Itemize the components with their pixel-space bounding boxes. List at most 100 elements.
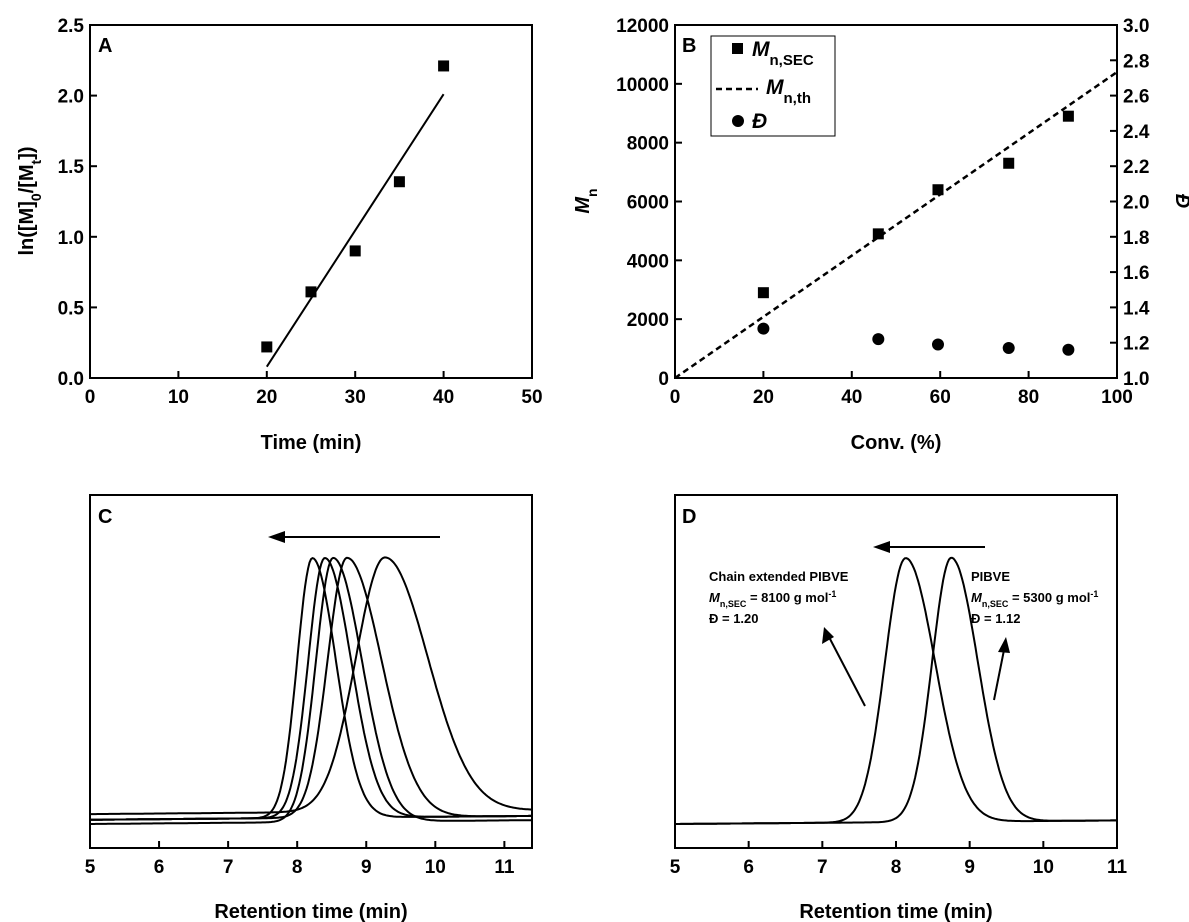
panel-b-y2-tick-label: 2.2	[1123, 157, 1149, 178]
panel-a-y-tick-label: 2.0	[58, 87, 84, 108]
panel-b-x-tick-label: 20	[753, 387, 774, 408]
panel-b: B 0 20 40 60 80 100 0 2000 4000 6000 8000 10000 120…	[572, 16, 1189, 454]
panel-b-y-ticks: 0 2000 4000 6000 8000 10000 12000	[616, 16, 682, 390]
panel-a-y-tick-label: 0.5	[58, 298, 85, 319]
panel-a: A 0 10 20 30 40 50 0.0 0.5 1.0 1.5 2.0 2.5 Time (m…	[16, 16, 543, 454]
panel-a-data-point	[261, 341, 273, 353]
panel-c-trace	[89, 556, 532, 821]
panel-b-y2-ticks: 1.0 1.2 1.4 1.6 1.8 2.0 2.2 2.4 2.6 2.8 3.0	[1110, 16, 1150, 390]
panel-d-data	[675, 556, 1117, 825]
panel-a-y-tick-label: 1.0	[58, 228, 84, 249]
panel-b-dispersity-point	[1062, 343, 1075, 356]
panel-b-y-tick-label: 10000	[616, 75, 669, 96]
panel-d-x-tick-label: 7	[817, 857, 828, 878]
panel-d-shift-arrow	[873, 541, 985, 553]
panel-a-label: A	[98, 35, 112, 57]
panel-b-dispersity-point	[931, 338, 944, 351]
panel-d-x-ticks: 5 6 7 8 9 10 11	[670, 841, 1128, 878]
panel-b-y2-tick-label: 1.0	[1123, 369, 1149, 390]
panel-c-x-tick-label: 10	[425, 857, 446, 878]
panel-b-mn-sec-point	[872, 228, 884, 240]
panel-d-trace	[675, 556, 1117, 825]
panel-b-mn-sec-point	[1062, 110, 1074, 122]
panel-b-y-tick-label: 4000	[627, 251, 669, 272]
panel-a-data-point	[393, 176, 405, 188]
legend-mn-th: Mn,th	[766, 76, 811, 107]
panel-a-data-point	[438, 60, 450, 72]
panel-b-y-tick-label: 12000	[616, 16, 669, 37]
panel-b-y2-tick-label: 2.0	[1123, 193, 1149, 214]
panel-d-x-tick-label: 5	[670, 857, 681, 878]
panel-a-x-tick-label: 10	[168, 387, 189, 408]
panel-a-data-point	[305, 286, 317, 298]
panel-a-x-tick-label: 0	[85, 387, 96, 408]
annotation-chain-extended-mn: Mn,SEC = 8100 g mol-1	[709, 589, 836, 609]
panel-b-dispersity-point	[757, 322, 770, 335]
panel-b-x-tick-label: 40	[841, 387, 862, 408]
panel-a-y-axis-label: ln([M]0/[Mt])	[16, 146, 44, 255]
panel-c-label: C	[98, 506, 112, 528]
annotation-chain-extended-dispersity: Đ = 1.20	[709, 611, 759, 626]
panel-a-y-ticks: 0.0 0.5 1.0 1.5 2.0 2.5	[58, 16, 97, 390]
panel-a-y-tick-label: 0.0	[58, 369, 84, 390]
panel-c-trace	[90, 556, 532, 825]
panel-b-dispersity-point	[1002, 341, 1015, 354]
panel-a-x-ticks: 0 10 20 30 40 50	[85, 371, 543, 408]
panel-b-x-tick-label: 0	[670, 387, 681, 408]
panel-d-x-tick-label: 6	[743, 857, 754, 878]
panel-a-x-tick-label: 50	[521, 387, 542, 408]
annotation-pibve-mn: Mn,SEC = 5300 g mol-1	[971, 589, 1098, 609]
panel-b-y2-tick-label: 2.6	[1123, 87, 1149, 108]
panel-d: D 5 6 7 8 9 10 11 Retention time (min) Chain e…	[670, 494, 1128, 922]
panel-c-x-tick-label: 7	[223, 857, 234, 878]
panel-a-y-tick-label: 1.5	[58, 157, 85, 178]
panel-a-frame	[89, 24, 533, 379]
panel-c-trace	[89, 556, 532, 821]
panel-b-y2-tick-label: 2.8	[1123, 51, 1149, 72]
panel-d-x-axis-label: Retention time (min)	[799, 901, 992, 922]
panel-c: C 5 6 7 8 9 10 11 Retention time (min)	[85, 494, 533, 922]
panel-b-y2-tick-label: 1.2	[1123, 334, 1149, 355]
panel-a-x-tick-label: 40	[433, 387, 454, 408]
panel-c-frame	[89, 494, 533, 849]
panel-b-mn-sec-point	[757, 287, 769, 299]
panel-b-x-axis-label: Conv. (%)	[851, 432, 942, 454]
panel-b-mn-sec-point	[1003, 157, 1015, 169]
panel-c-trace	[89, 557, 532, 821]
annotation-chain-extended-title: Chain extended PIBVE	[709, 569, 849, 584]
panel-a-x-axis-label: Time (min)	[261, 432, 362, 454]
panel-d-x-tick-label: 11	[1107, 857, 1128, 878]
panel-a-data	[261, 60, 450, 368]
panel-c-x-tick-label: 11	[494, 857, 515, 878]
panel-d-x-tick-label: 10	[1033, 857, 1054, 878]
panel-a-data-point	[349, 245, 361, 257]
panel-c-x-tick-label: 5	[85, 857, 96, 878]
annotation-pibve-pointer	[993, 649, 1005, 701]
legend-square-marker	[732, 43, 743, 54]
annotation-pibve: PIBVE Mn,SEC = 5300 g mol-1 Đ = 1.12	[971, 569, 1098, 701]
panel-c-x-tick-label: 8	[292, 857, 303, 878]
panel-b-y2-tick-label: 3.0	[1123, 16, 1149, 37]
panel-b-y2-axis-label: Đ	[1171, 194, 1189, 208]
panel-b-y-axis-label: Mn	[572, 188, 600, 213]
panel-b-y-tick-label: 2000	[627, 310, 669, 331]
panel-d-x-tick-label: 9	[964, 857, 975, 878]
panel-b-y2-tick-label: 1.4	[1123, 298, 1150, 319]
panel-b-y2-tick-label: 2.4	[1123, 122, 1150, 143]
annotation-chain-extended-pointer	[828, 636, 866, 707]
panel-b-legend: Mn,SEC Mn,th Đ	[710, 35, 836, 137]
legend-box	[710, 35, 836, 137]
legend-mn-sec: Mn,SEC	[752, 38, 814, 69]
legend-circle-marker	[732, 115, 744, 127]
panel-b-y2-tick-label: 1.8	[1123, 228, 1149, 249]
panel-b-y-tick-label: 0	[658, 369, 669, 390]
panel-b-x-tick-label: 80	[1018, 387, 1039, 408]
panel-b-y-tick-label: 8000	[627, 134, 669, 155]
panel-b-mn-sec-point	[932, 184, 944, 196]
panel-b-x-tick-label: 60	[930, 387, 951, 408]
panel-b-y2-tick-label: 1.6	[1123, 263, 1149, 284]
panel-a-fit-line	[265, 93, 445, 368]
panel-b-y-tick-label: 6000	[627, 193, 669, 214]
annotation-pibve-dispersity: Đ = 1.12	[971, 611, 1021, 626]
